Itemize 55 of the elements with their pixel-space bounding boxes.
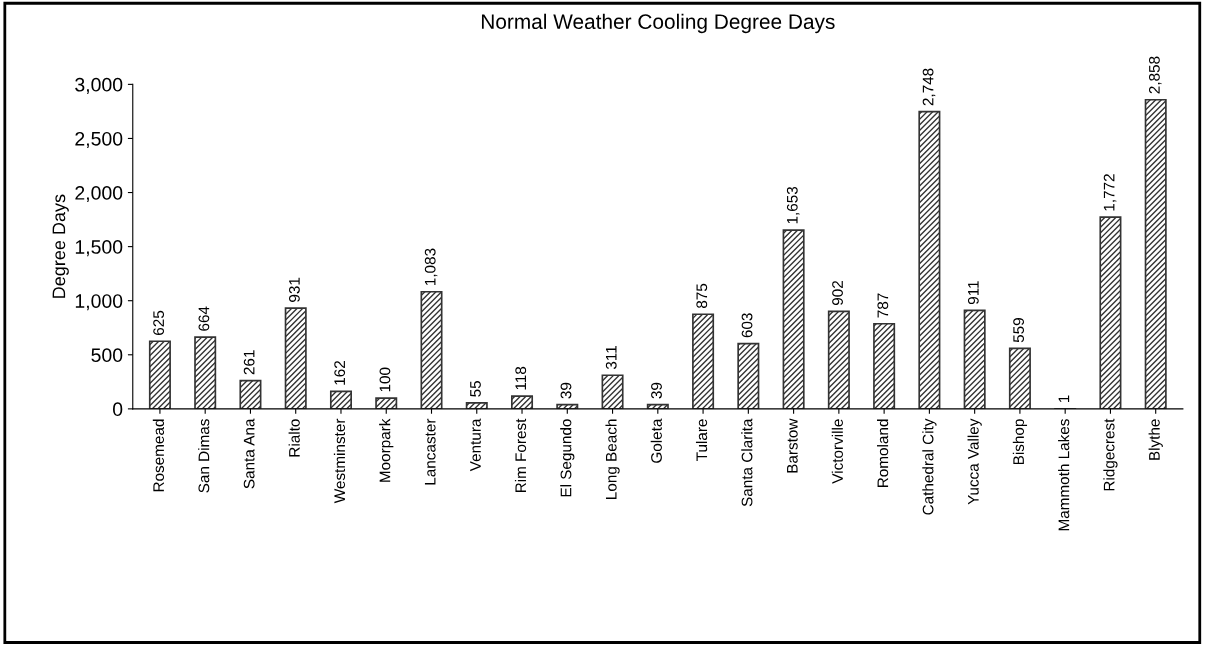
x-tick-label: Cathedral City xyxy=(922,418,937,515)
y-tick-label: 1,000 xyxy=(75,294,123,311)
x-tick-label: Yucca Valley xyxy=(967,418,982,505)
data-label: 559 xyxy=(1013,318,1025,343)
x-tick-label: Goleta xyxy=(650,418,662,463)
x-tick-label: Rosemead xyxy=(152,419,165,492)
data-label: 1,083 xyxy=(424,248,438,286)
data-label: 39 xyxy=(651,382,662,399)
x-tick-label: Santa Clarita xyxy=(741,418,753,507)
y-tick-label: 500 xyxy=(91,348,123,363)
x-tick-label: Santa Ana xyxy=(243,418,255,489)
x-tick-label: Victorville xyxy=(831,419,843,484)
y-tick-label: 1,500 xyxy=(75,240,123,257)
data-label: 664 xyxy=(198,306,210,331)
data-label: 261 xyxy=(243,350,255,375)
x-tick-label: Bishop xyxy=(1012,419,1028,465)
y-axis-title: Degree Days xyxy=(52,194,69,298)
data-label: 875 xyxy=(696,283,708,308)
data-label: 311 xyxy=(605,346,617,370)
data-label: 625 xyxy=(153,310,165,335)
x-tick-label: Barstow xyxy=(787,418,798,473)
y-tick-label: 2,500 xyxy=(75,131,123,148)
x-tick-label: Romoland xyxy=(877,419,889,487)
data-label: 1 xyxy=(1058,395,1070,403)
data-label: 931 xyxy=(289,277,300,302)
y-tick-label: 0 xyxy=(112,402,123,417)
x-tick-label: Lancaster xyxy=(424,418,436,485)
x-tick-label: Rialto xyxy=(288,419,300,457)
x-tick-label: Blythe xyxy=(1148,419,1163,460)
x-tick-label: El Segundo xyxy=(560,419,575,497)
data-label: 2,748 xyxy=(922,68,936,106)
x-tick-label: Moorpark xyxy=(379,418,394,482)
data-label: 2,858 xyxy=(1148,56,1162,94)
x-tick-label: Long Beach xyxy=(605,419,620,499)
data-label: 1,653 xyxy=(786,186,800,224)
data-label: 118 xyxy=(515,366,527,390)
data-label: 603 xyxy=(741,313,753,338)
y-tick-label: 3,000 xyxy=(75,77,123,94)
data-label: 162 xyxy=(334,361,346,385)
chart-title: Normal Weather Cooling Degree Days xyxy=(481,13,835,34)
data-label: 100 xyxy=(379,367,391,392)
data-label: 55 xyxy=(470,381,481,397)
data-label: 787 xyxy=(877,293,889,318)
data-label: 1,772 xyxy=(1103,174,1117,211)
data-label: 39 xyxy=(560,382,572,399)
x-tick-label: Ridgecrest xyxy=(1103,418,1118,491)
x-tick-label: Westminster xyxy=(333,418,346,504)
x-tick-label: Rim Forest xyxy=(514,418,527,493)
data-label: 911 xyxy=(967,281,979,305)
x-tick-label: Mammoth Lakes xyxy=(1058,419,1070,531)
y-tick-label: 2,000 xyxy=(75,186,123,203)
x-tick-label: San Dimas xyxy=(198,419,210,493)
data-label: 902 xyxy=(832,281,843,306)
x-tick-label: Ventura xyxy=(470,418,481,472)
x-tick-label: Tulare xyxy=(695,419,708,461)
